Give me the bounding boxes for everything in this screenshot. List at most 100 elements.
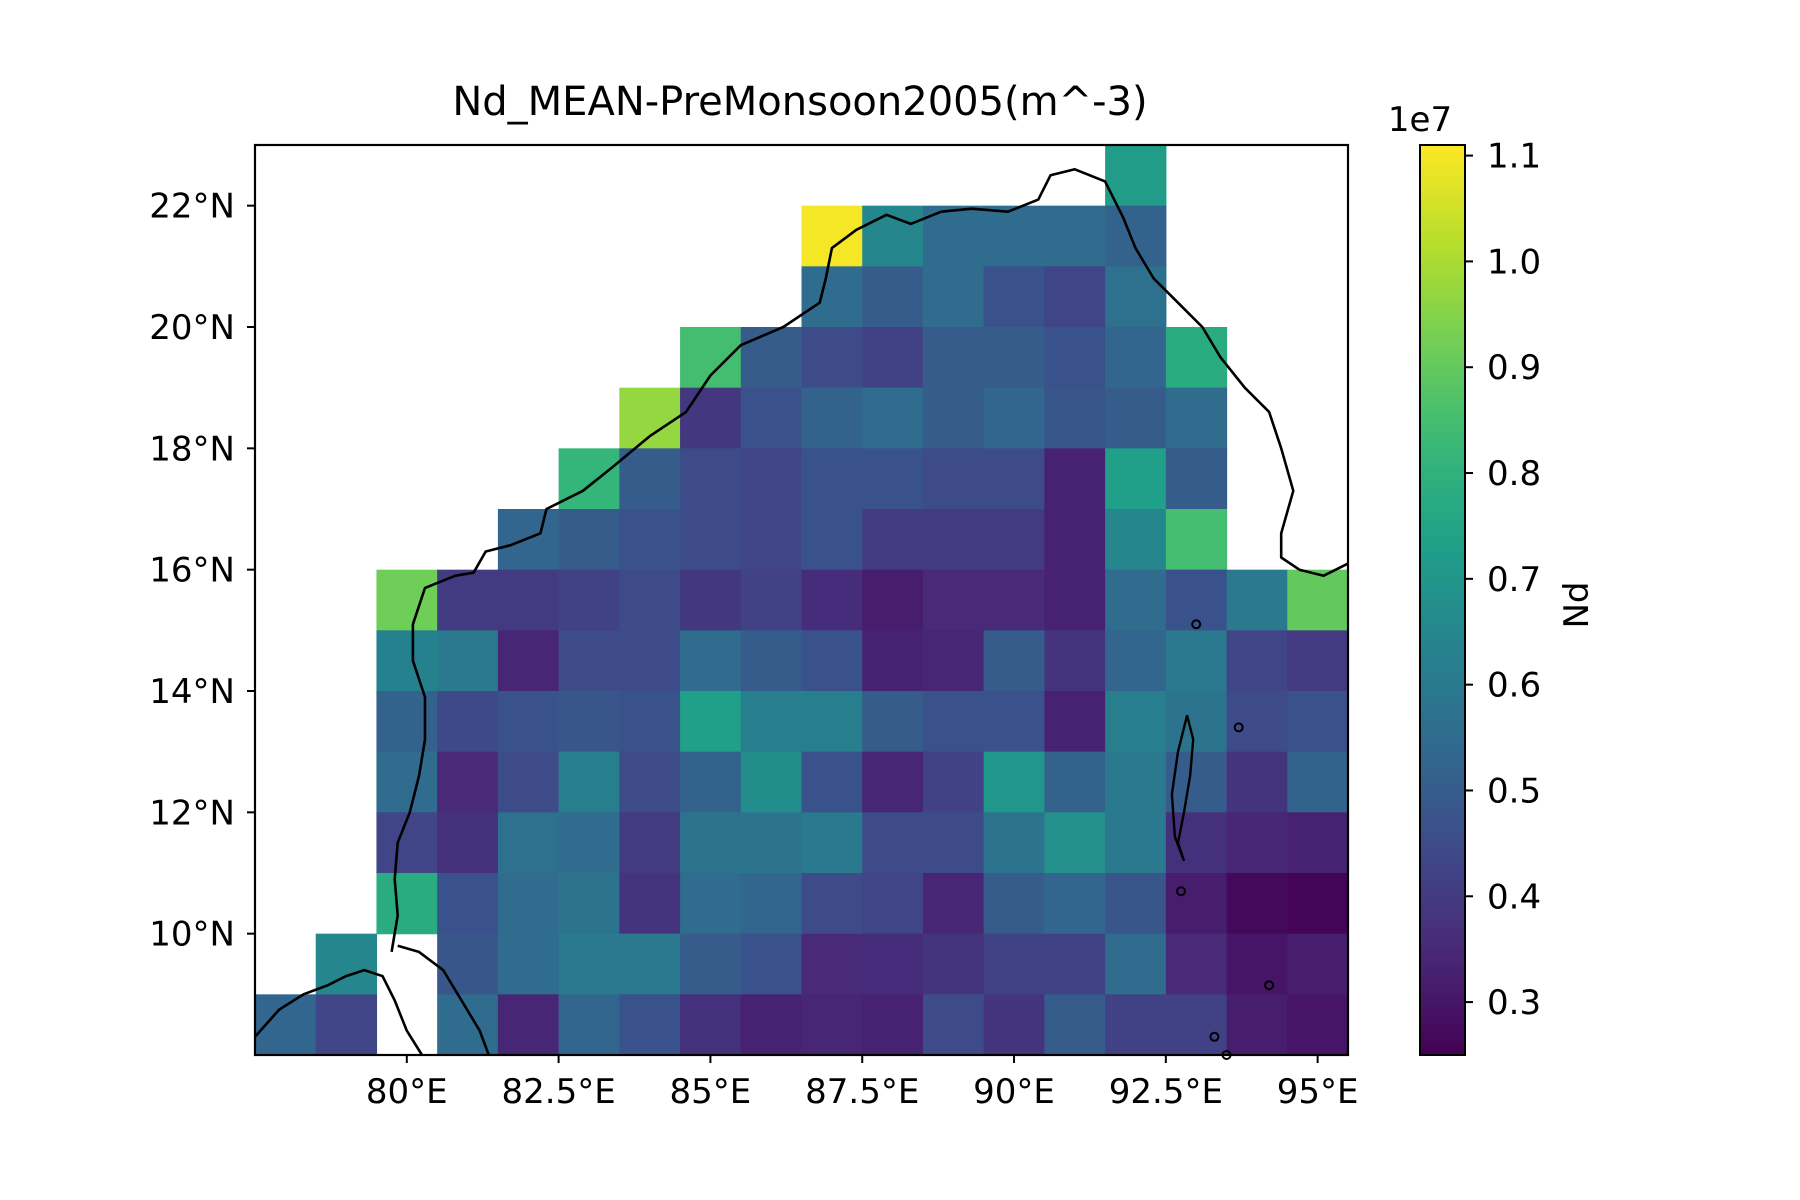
x-tick-label: 92.5°E [1109, 1072, 1223, 1112]
coastline-islet [1233, 722, 1244, 733]
colorbar-gradient [1420, 145, 1465, 1055]
heatmap-cell [801, 569, 863, 631]
heatmap-cell [497, 569, 560, 631]
heatmap-cell [862, 327, 924, 389]
heatmap-cell [801, 387, 863, 449]
heatmap-cell [1287, 873, 1349, 935]
heatmap-cell [680, 933, 742, 995]
heatmap-cell [801, 873, 863, 935]
colorbar-tick-label: 0.5 [1487, 771, 1541, 811]
heatmap-cell [983, 994, 1045, 1056]
heatmap-cell [1044, 691, 1106, 753]
heatmap-cell [1105, 994, 1167, 1056]
heatmap-cell [1105, 691, 1167, 753]
heatmap-cell [1165, 327, 1228, 389]
heatmap-cell [740, 387, 803, 449]
colorbar: 0.3 0.4 0.5 0.6 0.7 0.8 0.9 1.0 1.1 1e7 Nd [1388, 100, 1597, 1056]
heatmap-cell [558, 569, 620, 631]
heatmap-cell [437, 873, 499, 935]
coastline-islet [1176, 886, 1187, 897]
heatmap-cell [497, 994, 560, 1056]
heatmap-cell [680, 569, 742, 631]
heatmap-cell [1165, 448, 1228, 510]
heatmap-cell [801, 266, 863, 328]
heatmap-cell [1044, 205, 1106, 267]
heatmap-cell [983, 448, 1045, 510]
heatmap-cell [922, 327, 985, 389]
heatmap-cell [558, 509, 620, 571]
heatmap-cell [862, 630, 924, 692]
heatmap-cell [1105, 327, 1167, 389]
heatmap-cell [1044, 509, 1106, 571]
heatmap-cell [376, 630, 438, 692]
heatmap-cell [740, 873, 803, 935]
coastline-sri-lanka [397, 944, 491, 1056]
heatmap-cell [1165, 691, 1228, 753]
heatmap-cell [922, 448, 985, 510]
y-tick-label: 14°N [149, 672, 235, 712]
heatmap-cell [558, 448, 620, 510]
heatmap-cell [740, 812, 803, 874]
heatmap-cell [740, 994, 803, 1056]
heatmap-cell [1287, 812, 1349, 874]
heatmap-cell [983, 387, 1045, 449]
heatmap-cell [801, 205, 863, 267]
heatmap-cell [497, 630, 560, 692]
colorbar-tick-label: 0.4 [1487, 877, 1541, 917]
x-tick-label: 87.5°E [805, 1072, 919, 1112]
coastline-islet [1264, 980, 1275, 991]
heatmap-cell [1105, 145, 1167, 207]
heatmap-cell [619, 387, 681, 449]
heatmap-cell [862, 509, 924, 571]
heatmap-cell [680, 509, 742, 571]
heatmap-cell [376, 873, 438, 935]
heatmap-cell [497, 691, 560, 753]
heatmap-cell [497, 751, 560, 813]
heatmap-cell [558, 691, 620, 753]
heatmap-cell [558, 630, 620, 692]
heatmap-cell [1226, 630, 1288, 692]
heatmap-cell [983, 933, 1045, 995]
chart-title: Nd_MEAN-PreMonsoon2005(m^-3) [452, 79, 1147, 125]
heatmap-cell [1226, 994, 1288, 1056]
heatmap-cell [1105, 812, 1167, 874]
y-tick-label: 18°N [149, 429, 235, 469]
colorbar-frame [1419, 144, 1466, 1056]
heatmap-cell [619, 751, 681, 813]
heatmap-cell [740, 569, 803, 631]
heatmap-cell [1226, 569, 1288, 631]
x-axis: 80°E 82.5°E 85°E 87.5°E 90°E 92.5°E 95°E [366, 1055, 1359, 1112]
heatmap-cell [1044, 448, 1106, 510]
heatmap-cell [558, 812, 620, 874]
heatmap-cell [1105, 266, 1167, 328]
heatmap-cell [862, 873, 924, 935]
heatmap-cell [1105, 569, 1167, 631]
heatmap-cell [1287, 933, 1349, 995]
heatmap-cell [1044, 873, 1106, 935]
heatmap-cell [983, 630, 1045, 692]
heatmap-cell [1105, 387, 1167, 449]
heatmap-cell [437, 994, 499, 1056]
x-tick-label: 90°E [973, 1072, 1055, 1112]
coastline-islet [1209, 1031, 1220, 1042]
heatmap-cell [1226, 933, 1288, 995]
heatmap-cell [1287, 569, 1349, 631]
heatmap-cell [1165, 994, 1228, 1056]
heatmap-cell [1165, 751, 1228, 813]
heatmap-cell [922, 933, 985, 995]
heatmap-cell [680, 812, 742, 874]
heatmap-cell [1044, 751, 1106, 813]
heatmap-cell [680, 327, 742, 389]
heatmap-cell [558, 933, 620, 995]
heatmap-cell [983, 751, 1045, 813]
heatmap-cell [376, 751, 438, 813]
y-axis: 10°N 12°N 14°N 16°N 18°N 20°N 22°N [149, 187, 255, 955]
heatmap-cell [983, 509, 1045, 571]
heatmap-cell [619, 448, 681, 510]
heatmap-cell [862, 569, 924, 631]
heatmap-cell [862, 448, 924, 510]
x-tick-label: 80°E [366, 1072, 448, 1112]
heatmap-cells [255, 145, 1349, 1056]
colorbar-tick-label: 0.3 [1487, 983, 1541, 1023]
heatmap-cell [680, 448, 742, 510]
